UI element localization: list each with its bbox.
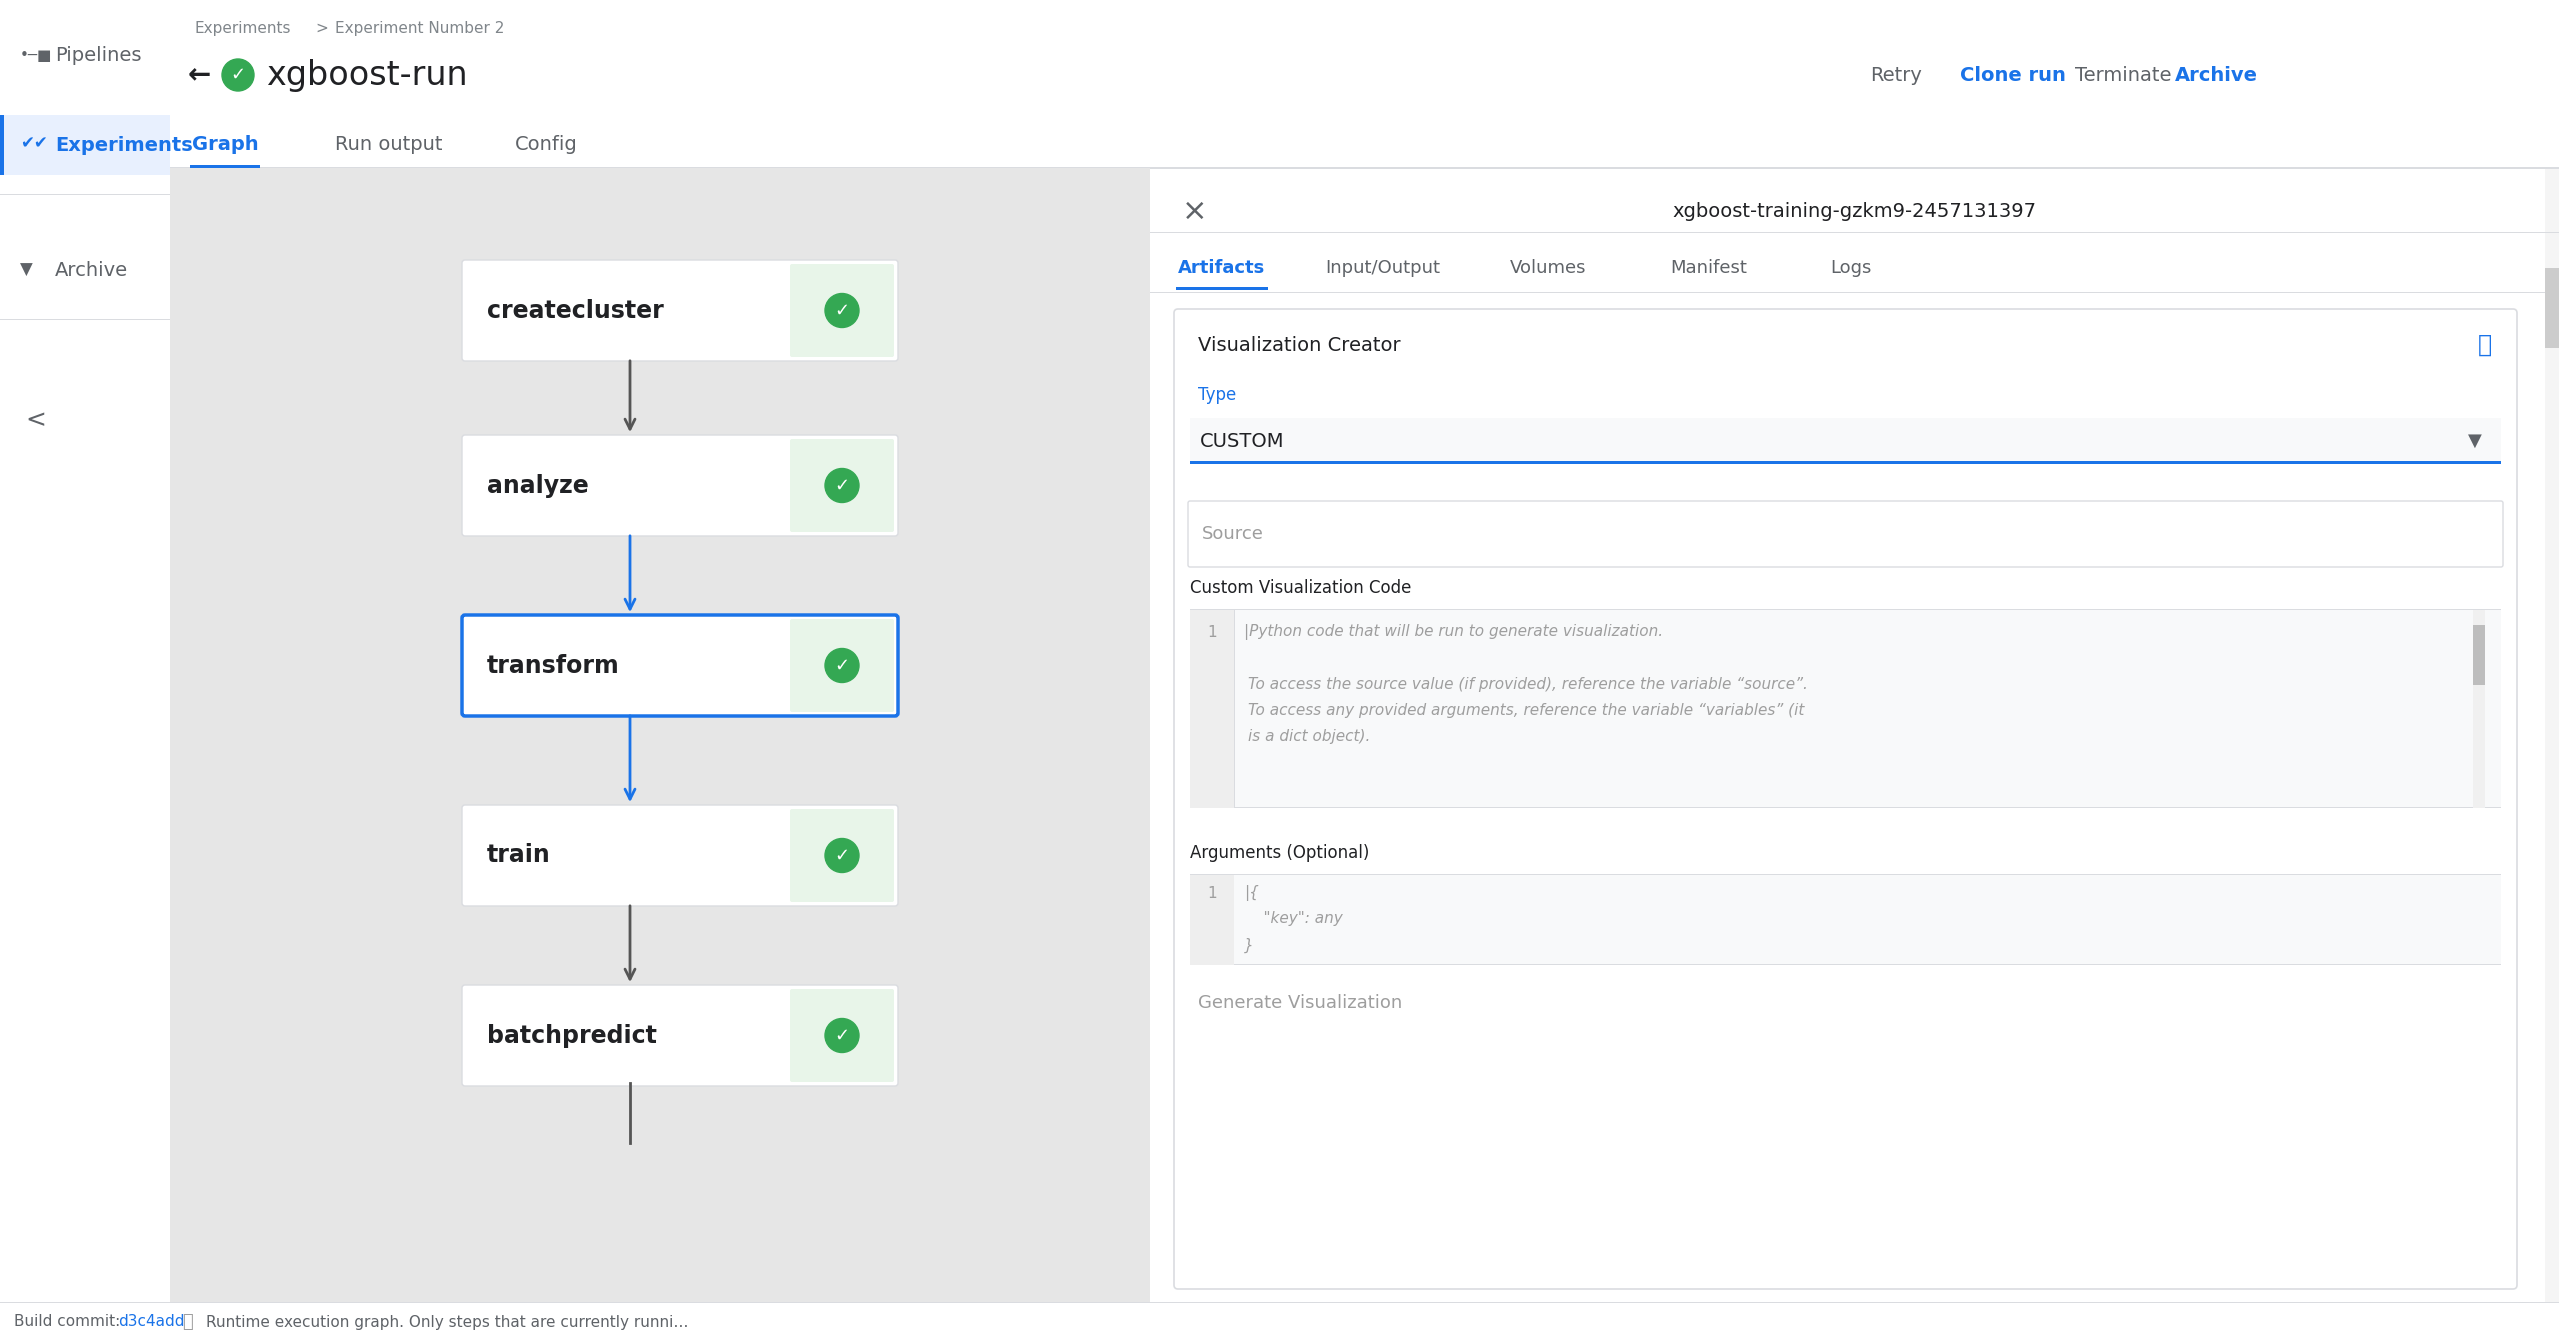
Text: createcluster: createcluster: [486, 299, 663, 322]
FancyBboxPatch shape: [463, 986, 898, 1086]
Bar: [0, 1303, 2559, 1341]
Text: ✓: ✓: [834, 846, 850, 865]
Bar: [1190, 874, 2500, 966]
Text: Experiments: Experiments: [194, 20, 292, 35]
FancyBboxPatch shape: [463, 434, 898, 536]
Text: CUSTOM: CUSTOM: [1200, 432, 1285, 451]
Text: |Python code that will be run to generate visualization.: |Python code that will be run to generat…: [1244, 624, 1663, 640]
Bar: [169, 119, 2559, 168]
Text: Build commit:: Build commit:: [13, 1314, 120, 1329]
Text: Graph: Graph: [192, 134, 258, 153]
Text: "key": any: "key": any: [1244, 912, 1343, 927]
Text: Source: Source: [1203, 524, 1264, 543]
Bar: [1190, 610, 2500, 809]
Circle shape: [824, 1019, 860, 1053]
Bar: [2546, 168, 2559, 1303]
Text: xgboost-run: xgboost-run: [266, 59, 468, 91]
Text: Volumes: Volumes: [1510, 259, 1587, 278]
Text: Logs: Logs: [1830, 259, 1871, 278]
Bar: [1149, 168, 2559, 169]
Text: transform: transform: [486, 653, 619, 677]
FancyBboxPatch shape: [463, 616, 898, 716]
Text: Run output: Run output: [335, 134, 443, 153]
Text: }: }: [1244, 937, 1254, 952]
Text: >: >: [315, 20, 328, 35]
Text: ▼: ▼: [20, 261, 33, 279]
Text: analyze: analyze: [486, 473, 589, 498]
Text: ✓: ✓: [834, 1026, 850, 1045]
Circle shape: [824, 649, 860, 683]
Text: ✓: ✓: [834, 302, 850, 319]
FancyBboxPatch shape: [463, 805, 898, 907]
Bar: [0, 115, 5, 174]
FancyBboxPatch shape: [1175, 308, 2518, 1289]
Text: <: <: [26, 408, 46, 432]
Text: Arguments (Optional): Arguments (Optional): [1190, 843, 1369, 862]
Text: ⓘ: ⓘ: [182, 1313, 192, 1332]
Bar: [1177, 287, 1269, 290]
Text: is a dict object).: is a dict object).: [1249, 728, 1372, 743]
FancyBboxPatch shape: [791, 809, 893, 902]
Text: |{: |{: [1244, 885, 1259, 901]
FancyBboxPatch shape: [1187, 502, 2503, 567]
Text: Artifacts: Artifacts: [1177, 259, 1264, 278]
FancyBboxPatch shape: [463, 260, 898, 361]
Bar: [169, 0, 2559, 119]
Text: Archive: Archive: [2175, 66, 2257, 84]
Text: Manifest: Manifest: [1671, 259, 1748, 278]
Circle shape: [824, 838, 860, 873]
Text: Config: Config: [514, 134, 578, 153]
Bar: [2472, 625, 2485, 685]
Bar: [1190, 461, 2500, 464]
Text: ✓: ✓: [834, 657, 850, 675]
Bar: [1149, 168, 2559, 1303]
Bar: [169, 168, 1149, 1303]
FancyBboxPatch shape: [791, 990, 893, 1082]
FancyBboxPatch shape: [791, 439, 893, 532]
Text: ×: ×: [1182, 197, 1208, 225]
Text: ⧉: ⧉: [2477, 333, 2492, 357]
Bar: [2546, 268, 2559, 349]
Bar: [1190, 418, 2500, 464]
Text: d3c4add: d3c4add: [118, 1314, 184, 1329]
Text: Experiment Number 2: Experiment Number 2: [335, 20, 504, 35]
Circle shape: [824, 468, 860, 503]
Bar: [2472, 610, 2485, 809]
Text: batchpredict: batchpredict: [486, 1023, 658, 1047]
Text: 1: 1: [1208, 885, 1218, 901]
Text: Runtime execution graph. Only steps that are currently runni…: Runtime execution graph. Only steps that…: [207, 1314, 688, 1329]
Bar: [0, 0, 169, 1341]
Circle shape: [824, 294, 860, 327]
Bar: [0, 115, 169, 174]
Text: Clone run: Clone run: [1960, 66, 2065, 84]
Bar: [189, 165, 261, 168]
Text: Terminate: Terminate: [2075, 66, 2173, 84]
Text: ←: ←: [187, 60, 212, 89]
Text: Custom Visualization Code: Custom Visualization Code: [1190, 579, 1413, 597]
Text: Input/Output: Input/Output: [1326, 259, 1441, 278]
Bar: [1190, 874, 1233, 966]
Text: To access any provided arguments, reference the variable “variables” (it: To access any provided arguments, refere…: [1249, 703, 1804, 717]
Text: xgboost-training-gzkm9-2457131397: xgboost-training-gzkm9-2457131397: [1671, 201, 2037, 220]
Text: train: train: [486, 843, 550, 868]
Text: Archive: Archive: [54, 260, 128, 279]
Text: ✓: ✓: [834, 476, 850, 495]
Text: Experiments: Experiments: [54, 135, 192, 154]
Text: To access the source value (if provided), reference the variable “source”.: To access the source value (if provided)…: [1249, 676, 1807, 692]
FancyBboxPatch shape: [791, 264, 893, 357]
Text: ✓: ✓: [230, 66, 246, 84]
Text: ✔✔: ✔✔: [20, 134, 49, 152]
Text: Visualization Creator: Visualization Creator: [1198, 335, 1400, 354]
Circle shape: [223, 59, 253, 91]
Text: Retry: Retry: [1871, 66, 1922, 84]
Text: Type: Type: [1198, 386, 1236, 404]
Text: •─■: •─■: [20, 47, 51, 63]
Text: ▼: ▼: [2467, 432, 2482, 451]
Text: Generate Visualization: Generate Visualization: [1198, 994, 1402, 1012]
FancyBboxPatch shape: [791, 620, 893, 712]
Text: Pipelines: Pipelines: [54, 46, 141, 64]
Bar: [1190, 610, 1233, 809]
Text: 1: 1: [1208, 625, 1218, 640]
